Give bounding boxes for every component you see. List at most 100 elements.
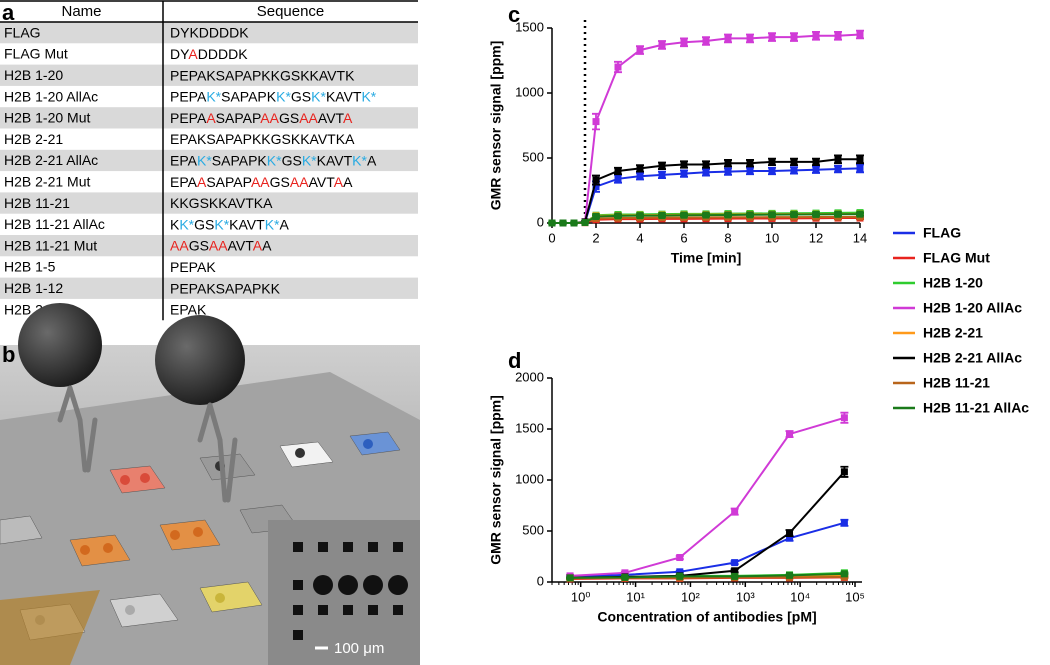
x-tick-label: 10¹ (626, 589, 645, 604)
data-point (570, 219, 578, 227)
data-point (768, 167, 776, 175)
data-point (614, 167, 622, 175)
data-point (680, 170, 688, 178)
row-name: H2B 1-20 AllAc (4, 88, 98, 104)
sequence-part: A (188, 46, 198, 62)
row-name: FLAG Mut (4, 46, 68, 62)
table-header: Name (61, 3, 101, 20)
y-tick-label: 1500 (515, 420, 544, 435)
x-tick-label: 2 (592, 230, 599, 245)
y-tick-label: 0 (537, 214, 544, 229)
row-sequence: DYKDDDDK (170, 24, 249, 40)
row-bg (0, 235, 418, 257)
row-sequence: PEPAKSAPAPKK (170, 280, 281, 296)
row-name: H2B 1-5 (4, 259, 56, 275)
row-name: H2B 2-21 Mut (4, 173, 90, 189)
magnetic-bead (18, 303, 102, 387)
row-name: H2B 2-21 AllAc (4, 152, 98, 168)
sequence-part: GS (189, 237, 209, 253)
data-point (636, 164, 644, 172)
data-point (790, 158, 798, 166)
data-point (731, 508, 739, 516)
legend-label: H2B 1-20 (923, 275, 983, 291)
sequence-part: KAVT (326, 88, 362, 104)
micrograph-sensors (293, 542, 408, 640)
sequence-part: A (280, 216, 290, 232)
y-tick-label: 1000 (515, 471, 544, 486)
data-point (566, 574, 574, 582)
sequence-part: DDDDK (198, 46, 248, 62)
x-tick-label: 8 (724, 230, 731, 245)
row-sequence: KK*GSK*KAVTK*A (170, 216, 290, 232)
row-bg (0, 64, 418, 86)
data-point (658, 41, 666, 49)
sequence-part: K* (276, 88, 291, 104)
data-point (790, 211, 798, 219)
data-point (702, 37, 710, 45)
data-point (724, 34, 732, 42)
data-point (614, 175, 622, 183)
legend-label: H2B 11-21 (923, 375, 990, 391)
data-point (840, 570, 848, 578)
sequence-part: A (334, 173, 344, 189)
sequence-part: AA (251, 173, 270, 189)
row-bg (0, 192, 418, 214)
data-point (680, 161, 688, 168)
row-name: H2B 1-20 Mut (4, 110, 90, 126)
data-point (680, 38, 688, 46)
data-point (559, 219, 567, 227)
series-line (570, 521, 845, 578)
data-point (724, 159, 732, 167)
data-point (812, 158, 820, 166)
row-sequence: PEPAK*SAPAPKK*GSK*KAVTK* (170, 88, 377, 104)
row-sequence: KKGSKKAVTKA (170, 195, 273, 211)
sequence-part: PEPAKSAPAPKKGSKKAVTK (170, 67, 355, 83)
sequence-part: AVT (309, 173, 336, 189)
row-name: H2B 1-12 (4, 280, 63, 296)
row-sequence: PEPAK (170, 259, 216, 275)
data-point (676, 568, 684, 576)
sequence-part: GS (282, 152, 302, 168)
series-line (570, 572, 845, 579)
sequence-part: K* (361, 88, 376, 104)
sequence-part: AA (170, 237, 189, 253)
y-tick-label: 1500 (515, 19, 544, 34)
legend-label: H2B 11-21 AllAc (923, 400, 1029, 416)
sequence-part: SAPAPK (221, 88, 277, 104)
row-sequence: AAGSAAAVTAA (170, 237, 272, 253)
data-point (790, 33, 798, 41)
sequence-part: K* (197, 152, 212, 168)
data-point (592, 213, 600, 220)
legend-label: H2B 1-20 AllAc (923, 300, 1022, 316)
row-bg (0, 107, 418, 129)
sequence-part: EPA (170, 173, 198, 189)
sequence-part: A (343, 173, 353, 189)
chart: 0 500 1000 1500 2000 10⁰ 10¹ 10² 10³ 10⁴ 10⁵ Concen… (488, 369, 865, 624)
y-axis-label: GMR sensor signal [ppm] (488, 41, 504, 211)
sequence-part: SAPAP (206, 173, 251, 189)
data-point (636, 212, 644, 220)
data-point (658, 211, 666, 219)
data-point (592, 118, 600, 126)
y-axis-label: GMR sensor signal [ppm] (488, 395, 504, 565)
sequence-part: EPAKSAPAPKKGSKKAVTKA (170, 131, 355, 147)
row-sequence: EPAK (170, 301, 207, 317)
data-point (592, 176, 600, 184)
row-sequence: EPAK*SAPAPKK*GSK*KAVTK*A (170, 152, 377, 168)
sequence-part: K* (302, 152, 317, 168)
data-point (676, 554, 684, 562)
x-axis-label: Time [min] (671, 250, 742, 266)
data-point (840, 468, 848, 476)
sequence-part: A (367, 152, 377, 168)
sequence-part: A (262, 237, 272, 253)
sequence-part: DYKDDDDK (170, 24, 249, 40)
sequence-part: K* (214, 216, 229, 232)
sequence-part: GS (279, 110, 299, 126)
legend-label: H2B 2-21 (923, 325, 983, 341)
data-point (548, 219, 556, 227)
sequence-part: PEPAK (170, 259, 216, 275)
row-name: FLAG (4, 24, 41, 40)
row-sequence: PEPAKSAPAPKKGSKKAVTK (170, 67, 355, 83)
row-bg (0, 277, 418, 299)
sequence-part: K* (206, 88, 221, 104)
